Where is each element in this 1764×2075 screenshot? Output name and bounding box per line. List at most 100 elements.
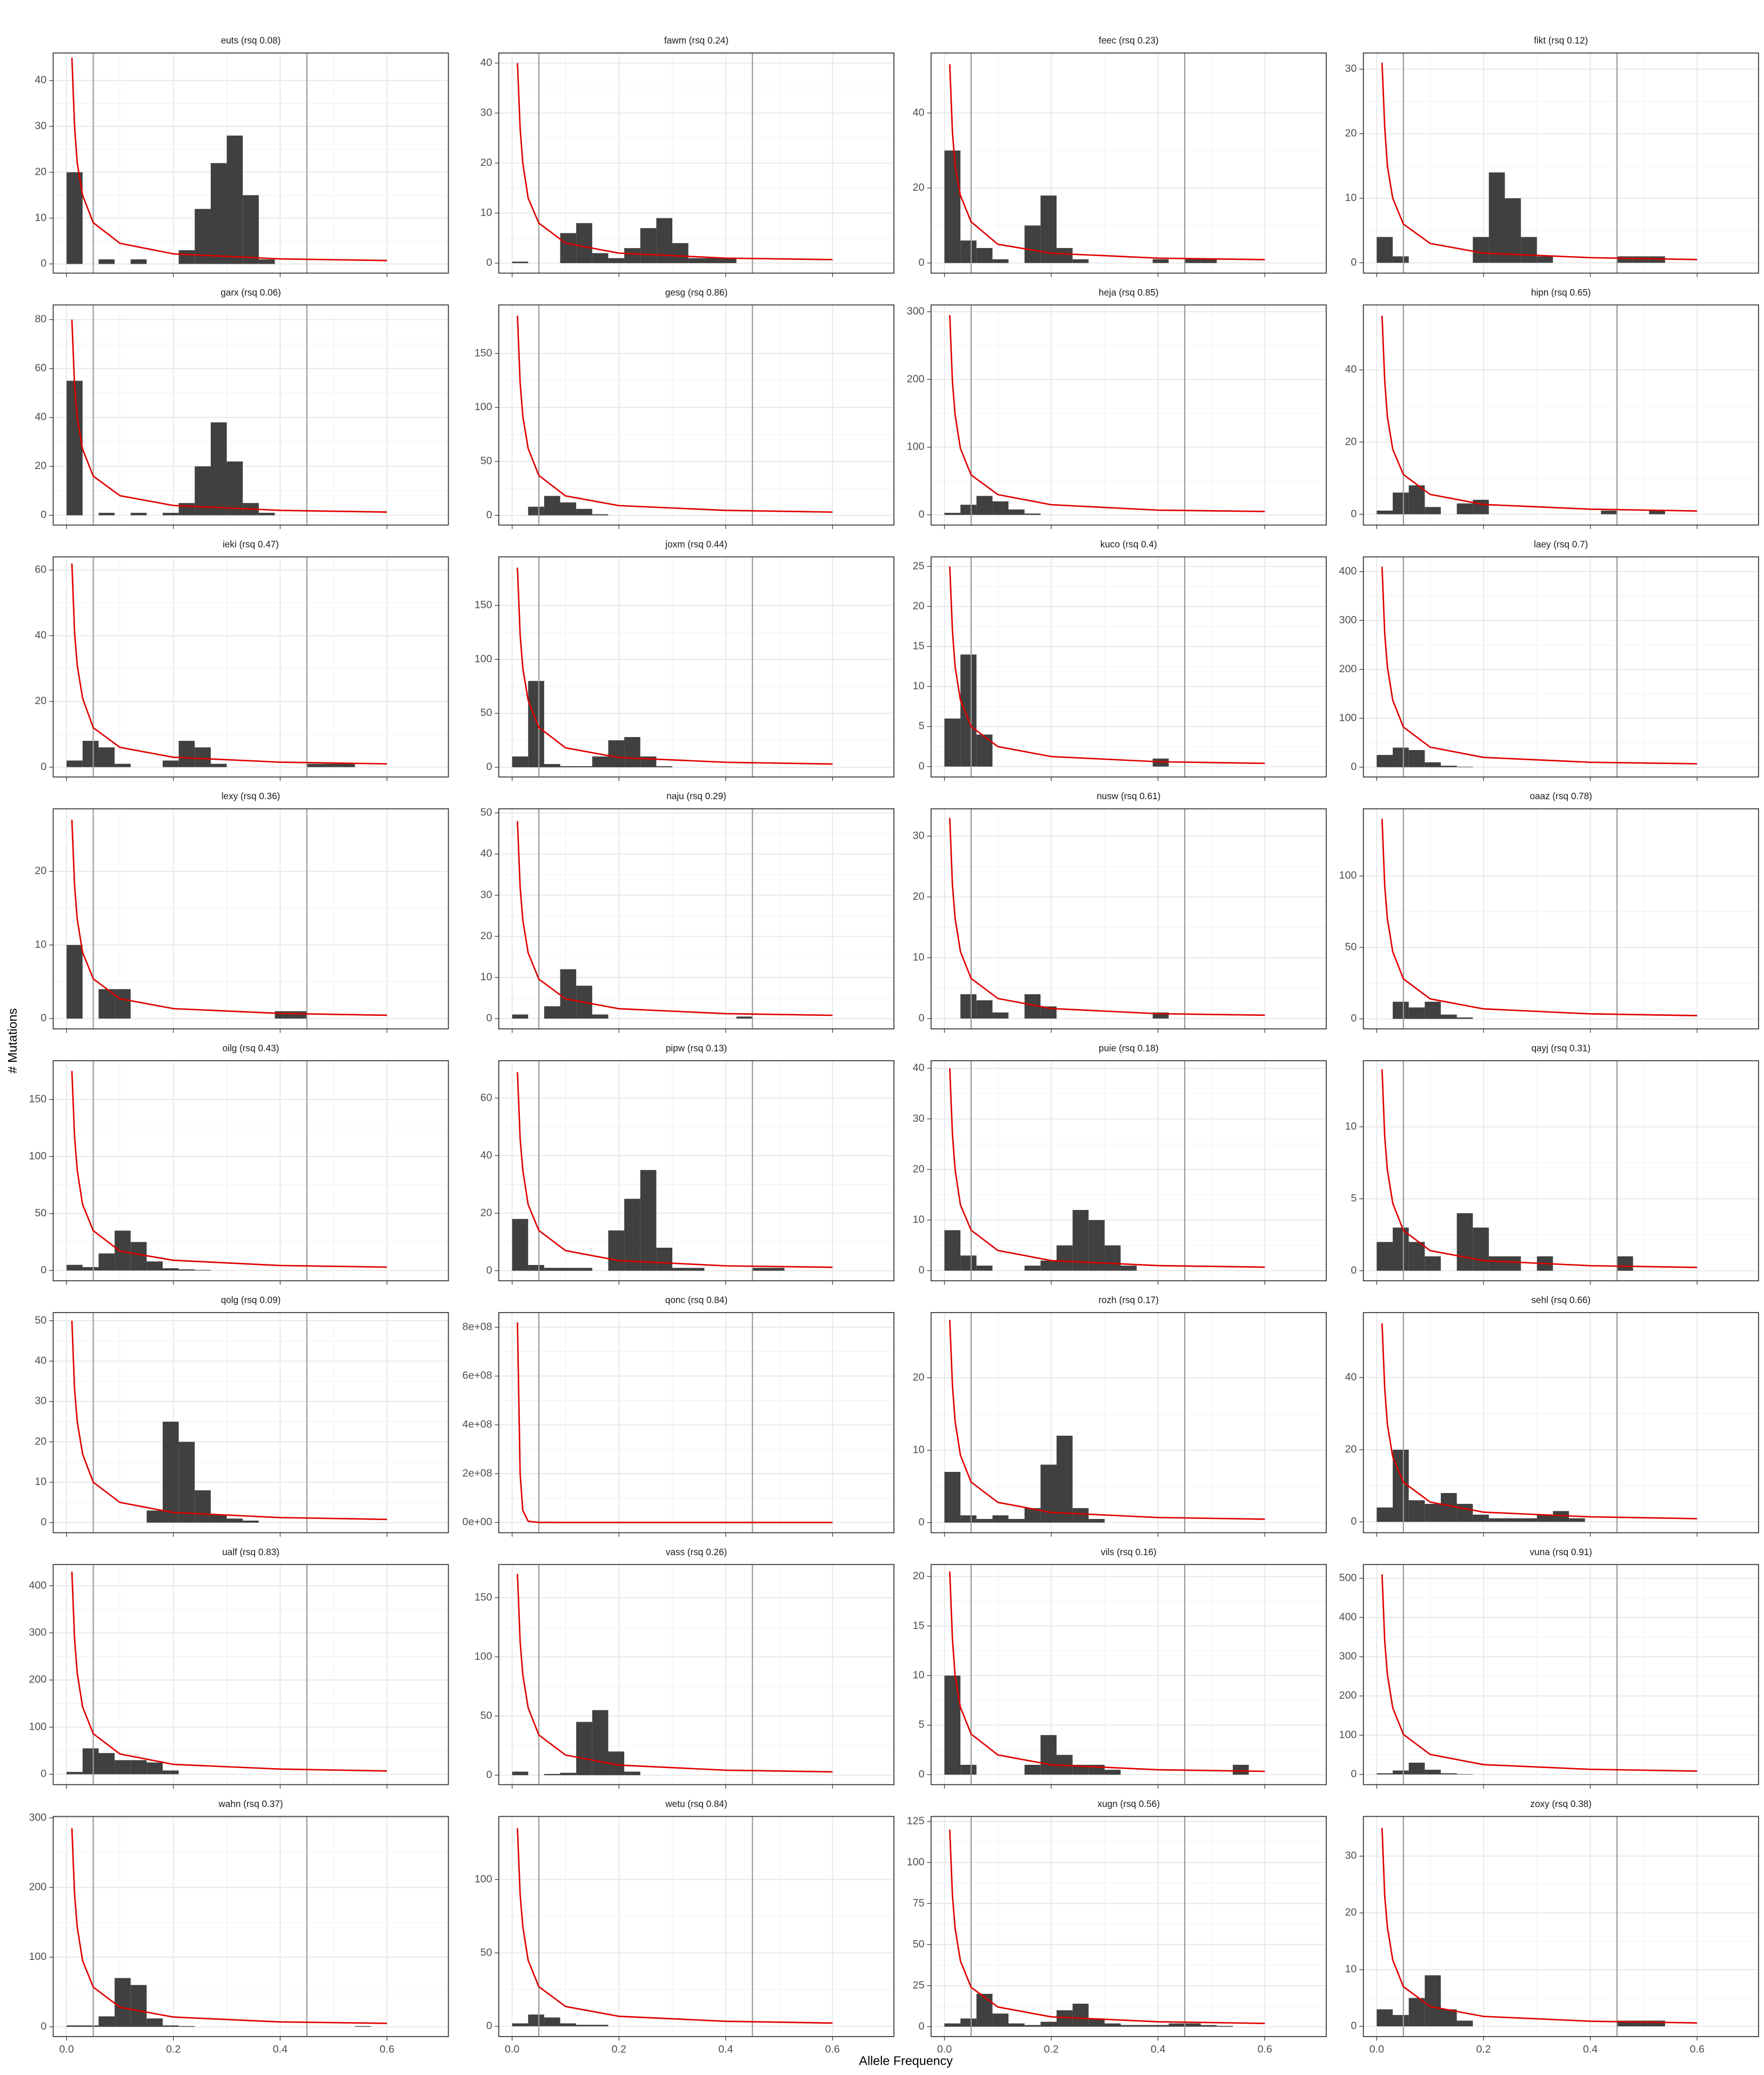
bar [1425, 1001, 1441, 1019]
bar [1056, 1245, 1073, 1271]
panel-border [52, 808, 449, 1029]
bar [66, 945, 83, 1019]
bar [130, 513, 147, 516]
bar [1408, 1242, 1425, 1271]
bar [1377, 2009, 1393, 2026]
bar [1456, 1504, 1473, 1522]
y-tick-label: 75 [913, 1897, 925, 1909]
y-tick-label: 30 [480, 106, 492, 118]
bar [1056, 2010, 1073, 2027]
panel: pipw (rsq 0.13) 0 20 40 60 [480, 1042, 894, 1285]
panel-border [930, 1816, 1327, 2037]
panel-title: garx (rsq 0.06) [220, 287, 281, 298]
bar [576, 223, 592, 263]
y-tick-label: 0 [41, 1516, 46, 1528]
panel: vuna (rsq 0.91) 0 100 200 300 400 500 [1339, 1547, 1759, 1789]
panel-border [498, 1060, 894, 1282]
x-tick-label: 0.4 [1583, 2044, 1598, 2056]
fit-curve [1381, 1323, 1698, 1520]
y-tick-label: 0 [919, 760, 925, 772]
x-tick-label: 0.2 [1044, 2044, 1058, 2056]
y-tick-label: 0 [486, 1012, 492, 1024]
bar [82, 1267, 99, 1271]
bar [1377, 1242, 1393, 1271]
bar [960, 505, 977, 515]
panel-border [1362, 808, 1759, 1029]
bar [544, 1268, 560, 1271]
bar [1393, 492, 1409, 514]
bar [560, 969, 577, 1019]
bar [178, 503, 195, 516]
bar [1393, 256, 1409, 263]
bar [1488, 172, 1505, 263]
bar [560, 233, 577, 263]
bar [1456, 1017, 1473, 1019]
y-tick-label: 20 [913, 1163, 925, 1175]
bar [163, 1421, 179, 1523]
bar [115, 989, 131, 1019]
bar [960, 994, 977, 1019]
bar [672, 243, 689, 263]
bar [1473, 1227, 1489, 1271]
x-tick-label: 0.0 [505, 2044, 519, 2056]
bar [1056, 1435, 1073, 1523]
bar [163, 513, 179, 516]
fit-curve [71, 319, 387, 513]
panel-title: vils (rsq 0.16) [1101, 1547, 1157, 1557]
y-tick-label: 10 [480, 207, 492, 219]
bar [1488, 1256, 1505, 1271]
bar [976, 1266, 993, 1271]
bar [1440, 766, 1457, 767]
y-tick-label: 300 [29, 1626, 46, 1638]
bar [528, 506, 544, 516]
bar [1408, 485, 1425, 514]
y-tick-label: 100 [475, 401, 492, 413]
bar [1120, 1266, 1137, 1271]
bar [592, 2025, 609, 2026]
x-tick-label: 0.6 [1258, 2044, 1272, 2056]
bar [146, 2018, 163, 2027]
bar [98, 513, 115, 516]
panel-title: oilg (rsq 0.43) [223, 1042, 279, 1053]
y-tick-label: 30 [480, 889, 492, 901]
y-tick-label: 0 [486, 1769, 492, 1781]
bar [1040, 2022, 1057, 2027]
bar [1056, 247, 1073, 263]
panel-title: lexy (rsq 0.36) [222, 791, 280, 801]
y-tick-label: 0 [1351, 257, 1357, 269]
bar [576, 2025, 592, 2026]
bar [672, 1268, 689, 1271]
panel-title: oaaz (rsq 0.78) [1530, 791, 1592, 801]
y-tick-label: 30 [35, 120, 46, 132]
y-tick-label: 100 [29, 1951, 46, 1963]
y-tick-label: 25 [913, 1979, 925, 1991]
y-tick-label: 40 [1345, 364, 1357, 376]
bar [98, 747, 115, 767]
bar [195, 747, 211, 767]
bar [576, 508, 592, 516]
bar [1440, 1773, 1457, 1775]
y-tick-label: 30 [913, 1113, 925, 1124]
bar [1233, 1764, 1249, 1775]
panel-title: laey (rsq 0.7) [1534, 539, 1588, 550]
bar [146, 1261, 163, 1271]
panel-title: vass (rsq 0.26) [666, 1547, 727, 1557]
bar [1473, 237, 1489, 263]
bar [1456, 1213, 1473, 1271]
panel-title: ualf (rsq 0.83) [222, 1547, 279, 1557]
y-tick-label: 0 [919, 2020, 925, 2032]
bar [512, 1219, 529, 1271]
y-tick-label: 200 [29, 1674, 46, 1685]
bar [163, 1268, 179, 1271]
y-tick-label: 20 [913, 1371, 925, 1383]
panel: oilg (rsq 0.43) 0 50 100 150 [29, 1042, 449, 1285]
panel-border [1362, 304, 1759, 526]
y-tick-label: 500 [1339, 1572, 1357, 1584]
bar [688, 258, 705, 263]
bar [1137, 2025, 1153, 2027]
bar [960, 240, 977, 263]
bar [1088, 2018, 1105, 2027]
y-tick-label: 10 [1345, 192, 1357, 204]
bar [1408, 1007, 1425, 1019]
y-tick-label: 0 [41, 1012, 46, 1024]
